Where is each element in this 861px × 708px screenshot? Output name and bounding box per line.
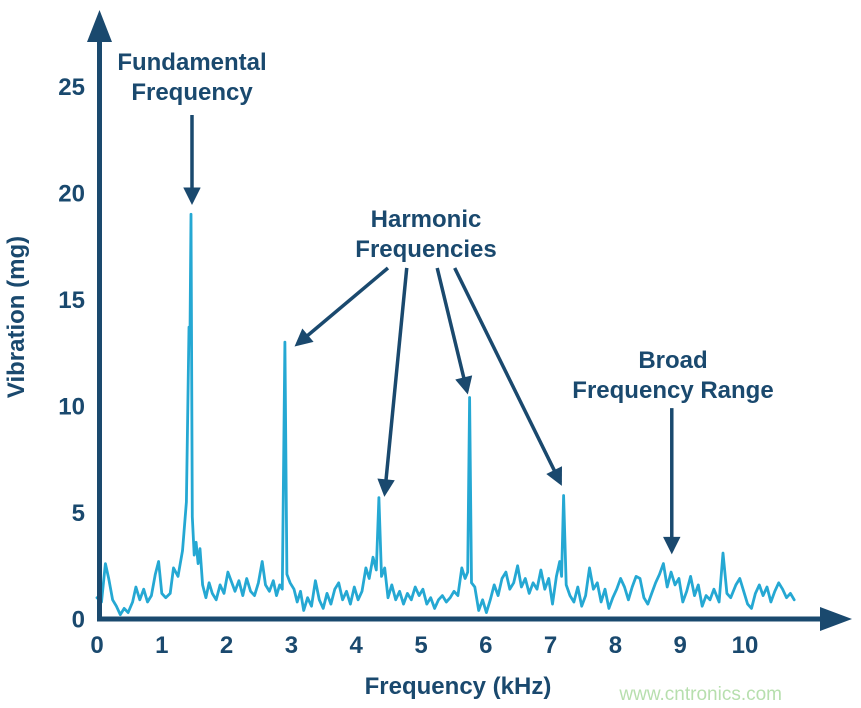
harmonic-annotation-arrow: [377, 267, 409, 497]
x-tick-label: 0: [90, 632, 103, 659]
x-tick-label: 1: [155, 632, 168, 659]
x-tick-label: 2: [220, 632, 233, 659]
x-axis-arrowhead-icon: [820, 607, 852, 631]
fundamental-frequency-label-line2: Frequency: [131, 79, 253, 106]
y-tick-label: 20: [58, 181, 85, 208]
x-tick-label: 7: [544, 632, 557, 659]
x-tick-label: 9: [674, 632, 687, 659]
spectrum-line-group: [95, 212, 796, 617]
watermark: www.cntronics.com: [618, 684, 782, 705]
x-axis-title: Frequency (kHz): [365, 673, 552, 700]
y-tick-label: 5: [72, 500, 85, 527]
broad-frequency-range-label-line2: Frequency Range: [572, 377, 773, 404]
y-axis-arrowhead-icon: [87, 10, 112, 42]
harmonic-frequencies-label-line2: Frequencies: [355, 236, 496, 263]
x-tick-labels: 0 1 2 3 4 5 6 7 8 9 10: [90, 632, 758, 659]
harmonic-annotation-arrow: [435, 267, 473, 395]
y-tick-label: 0: [72, 607, 85, 634]
harmonic-frequencies-label-line1: Harmonic: [371, 206, 482, 233]
fundamental-frequency-label-line1: Fundamental: [117, 49, 266, 76]
y-tick-label: 15: [58, 287, 85, 314]
x-tick-label: 10: [732, 632, 759, 659]
spectrum-line: [95, 212, 796, 617]
x-tick-label: 8: [609, 632, 622, 659]
annotation-arrows: [183, 115, 681, 555]
harmonic-annotation-arrow: [294, 266, 390, 347]
y-tick-labels: 0 5 10 15 20 25: [58, 74, 85, 634]
x-tick-label: 6: [479, 632, 492, 659]
x-tick-label: 5: [414, 632, 427, 659]
y-tick-label: 10: [58, 394, 85, 421]
broad-frequency-range-label-line1: Broad: [638, 347, 707, 374]
harmonic-annotation-arrow: [453, 267, 562, 486]
axes: [87, 10, 852, 631]
y-tick-label: 25: [58, 74, 85, 101]
y-axis-title: Vibration (mg): [3, 236, 30, 398]
x-tick-label: 3: [285, 632, 298, 659]
x-tick-label: 4: [350, 632, 364, 659]
